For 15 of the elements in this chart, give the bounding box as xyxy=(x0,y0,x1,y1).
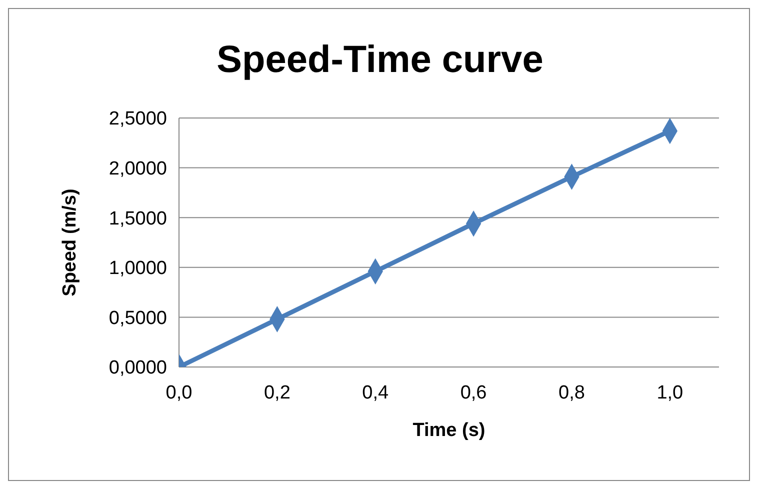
y-tick-label: 0,0000 xyxy=(108,358,167,379)
x-tick-label: 0,0 xyxy=(166,382,192,404)
y-tick-label: 1,0000 xyxy=(108,258,167,280)
y-tick-label: 1,5000 xyxy=(108,208,167,230)
x-tick-label: 0,4 xyxy=(362,382,389,404)
y-axis-title: Speed (m/s) xyxy=(60,188,81,296)
x-tick-label: 0,8 xyxy=(558,382,585,404)
x-axis-title: Time (s) xyxy=(412,420,486,441)
y-tick-label: 2,5000 xyxy=(108,108,167,130)
y-tick-label: 0,5000 xyxy=(108,308,167,329)
x-tick-label: 1,0 xyxy=(656,382,684,404)
x-tick-label: 0,2 xyxy=(264,382,290,404)
x-tick-label: 0,6 xyxy=(460,382,487,404)
chart-title: Speed-Time curve xyxy=(216,39,544,82)
y-tick-label: 2,0000 xyxy=(108,158,167,180)
